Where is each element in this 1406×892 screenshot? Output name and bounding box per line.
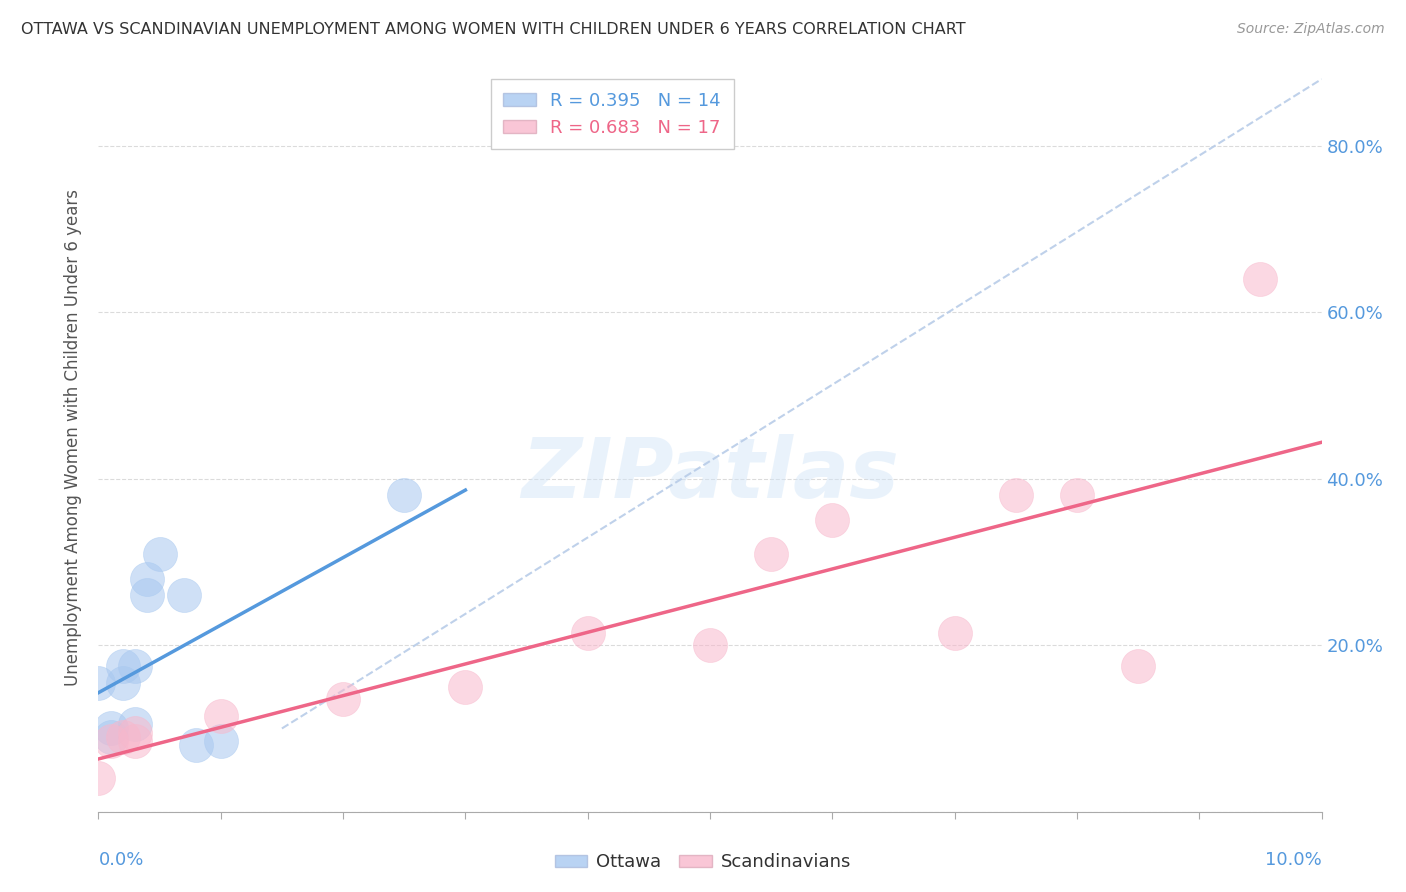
Point	[100, 722, 122, 736]
Point	[87, 772, 110, 786]
Point	[173, 588, 195, 602]
Point	[821, 513, 844, 527]
Point	[209, 709, 232, 723]
Point	[100, 734, 122, 748]
Point	[699, 638, 721, 652]
Point	[454, 680, 477, 694]
Point	[1128, 659, 1150, 673]
Point	[111, 659, 134, 673]
Point	[111, 675, 134, 690]
Point	[124, 725, 146, 739]
Point	[111, 730, 134, 744]
Point	[124, 659, 146, 673]
Point	[124, 734, 146, 748]
Text: Source: ZipAtlas.com: Source: ZipAtlas.com	[1237, 22, 1385, 37]
Point	[136, 588, 159, 602]
Legend: Ottawa, Scandinavians: Ottawa, Scandinavians	[547, 847, 859, 879]
Text: 0.0%: 0.0%	[98, 851, 143, 869]
Y-axis label: Unemployment Among Women with Children Under 6 years: Unemployment Among Women with Children U…	[65, 188, 83, 686]
Point	[332, 692, 354, 706]
Point	[1066, 488, 1088, 502]
Point	[209, 734, 232, 748]
Point	[392, 488, 416, 502]
Point	[943, 625, 966, 640]
Legend: R = 0.395   N = 14, R = 0.683   N = 17: R = 0.395 N = 14, R = 0.683 N = 17	[491, 79, 734, 149]
Text: 10.0%: 10.0%	[1265, 851, 1322, 869]
Point	[87, 675, 110, 690]
Point	[759, 547, 782, 561]
Point	[124, 717, 146, 731]
Point	[149, 547, 172, 561]
Point	[186, 738, 208, 752]
Point	[100, 730, 122, 744]
Point	[136, 572, 159, 586]
Point	[1249, 272, 1271, 286]
Text: OTTAWA VS SCANDINAVIAN UNEMPLOYMENT AMONG WOMEN WITH CHILDREN UNDER 6 YEARS CORR: OTTAWA VS SCANDINAVIAN UNEMPLOYMENT AMON…	[21, 22, 966, 37]
Point	[1004, 488, 1026, 502]
Point	[576, 625, 599, 640]
Text: ZIPatlas: ZIPatlas	[522, 434, 898, 515]
